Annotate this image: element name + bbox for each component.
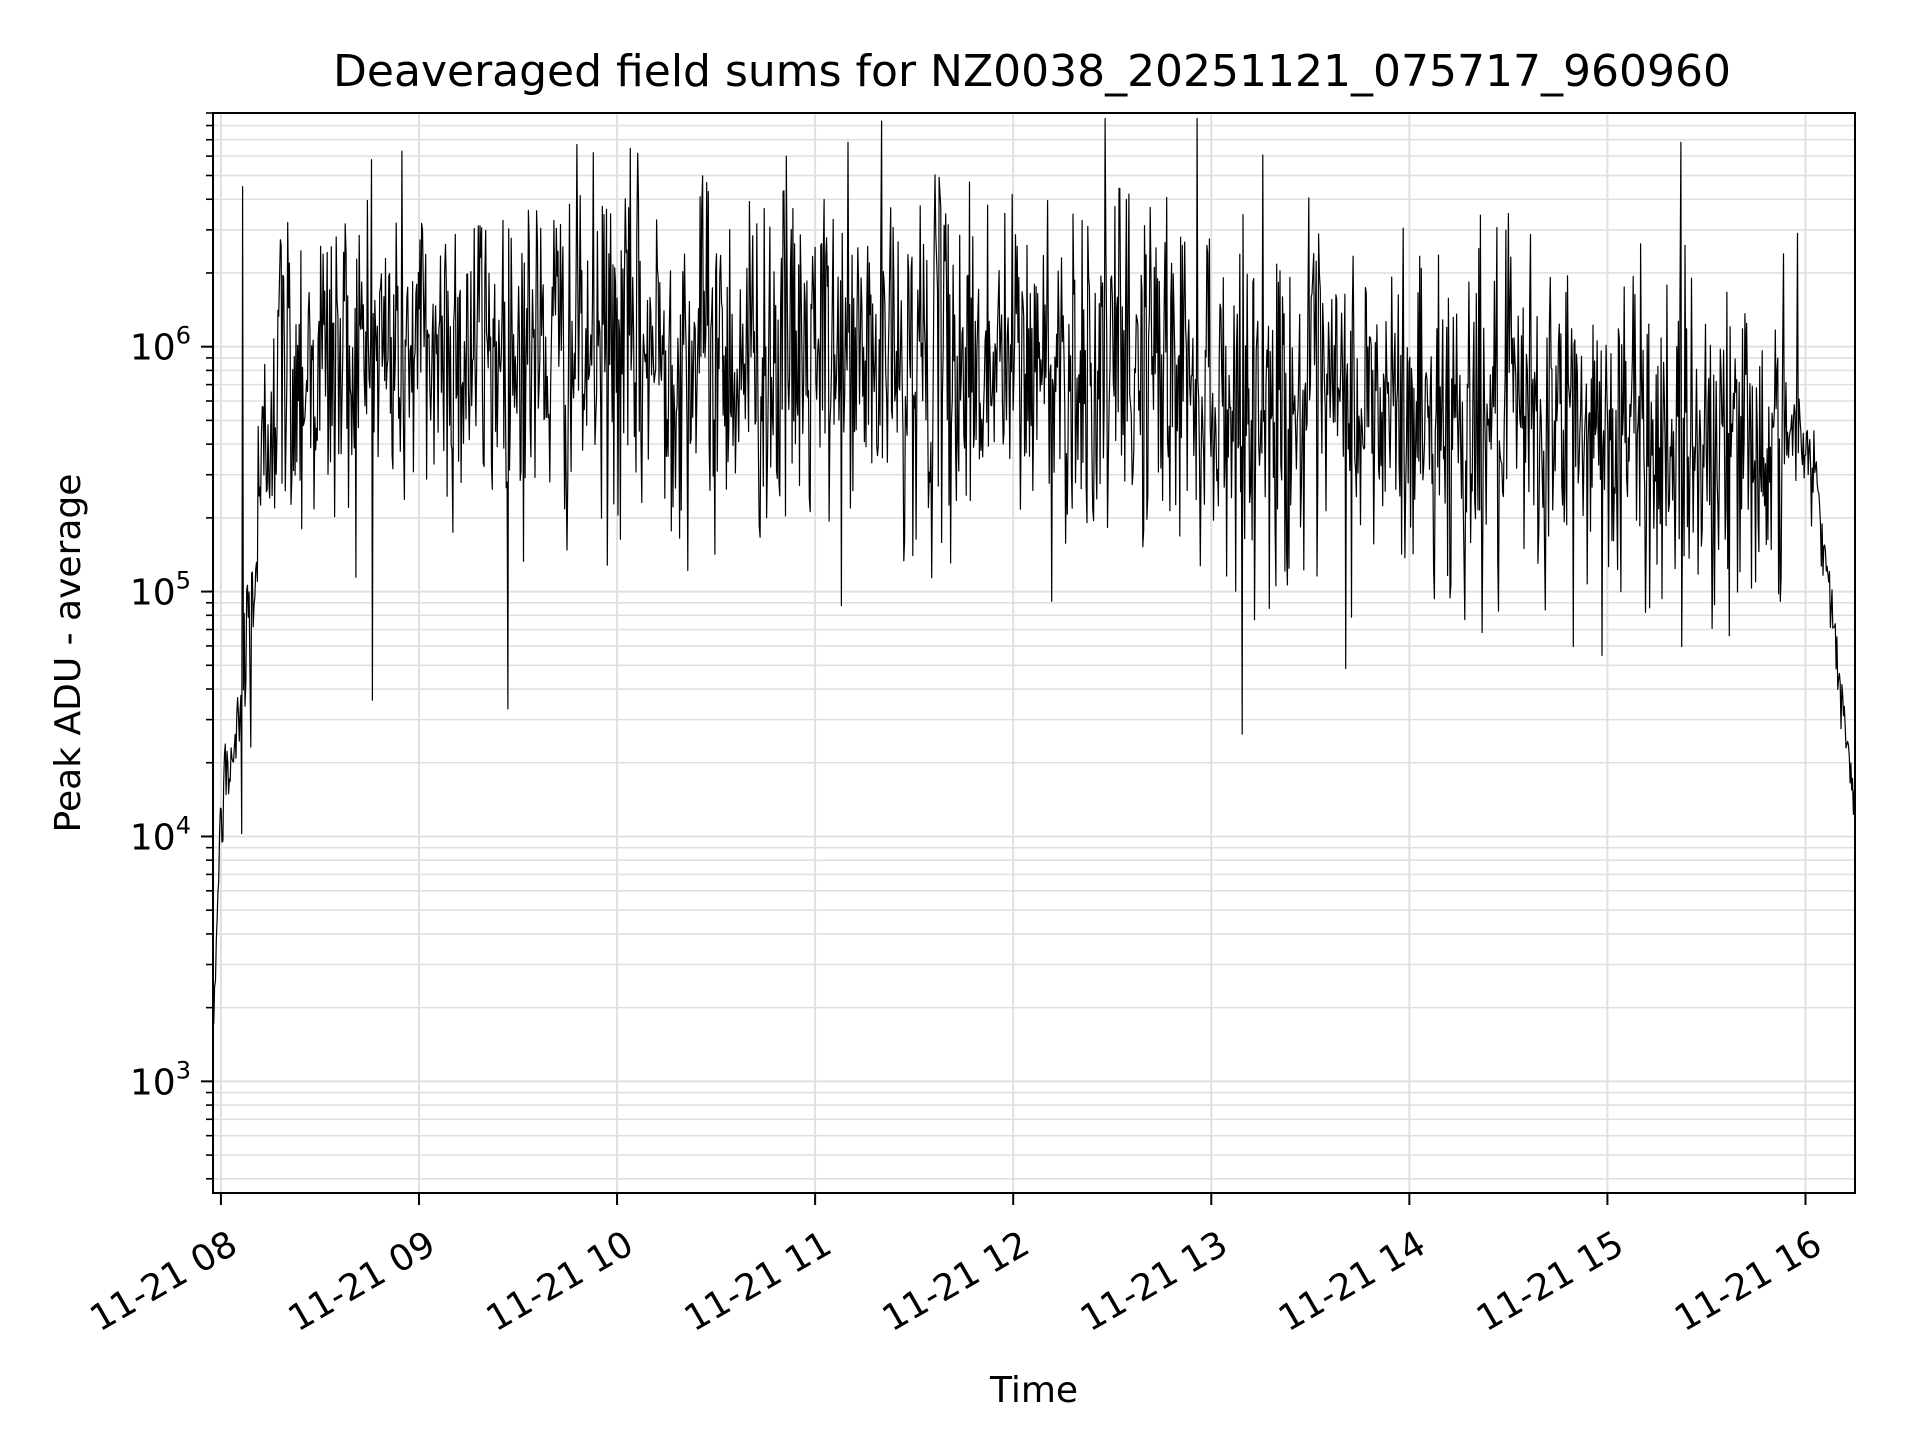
x-axis-label: Time <box>989 1370 1078 1411</box>
series-line <box>212 117 1856 1024</box>
y-tick-label: 104 <box>130 811 191 858</box>
chart-title: Deaveraged field sums for NZ0038_2025112… <box>333 46 1731 97</box>
grid-lines <box>213 112 1855 1193</box>
plot-area-frame <box>212 112 1856 1194</box>
y-axis-ticks: 103 104 105 106 <box>130 112 213 1180</box>
y-tick-label: 103 <box>130 1056 191 1103</box>
y-axis-label: Peak ADU - average <box>48 474 89 833</box>
y-tick-label: 105 <box>130 567 191 614</box>
data-series <box>212 117 1856 1024</box>
y-tick-label: 106 <box>130 322 191 369</box>
